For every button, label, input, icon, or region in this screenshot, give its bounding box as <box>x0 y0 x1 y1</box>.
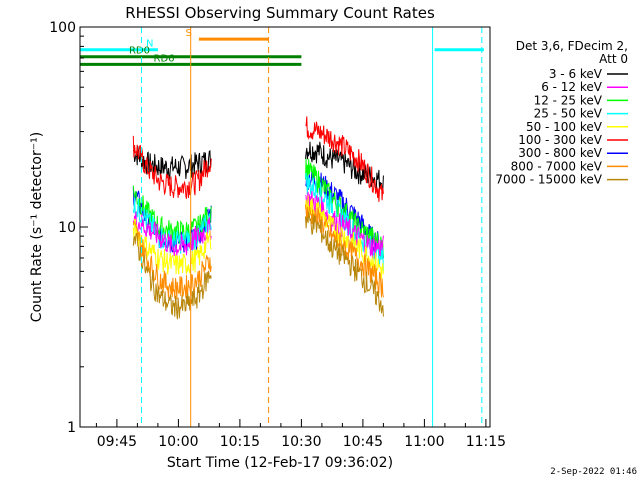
chart-title: RHESSI Observing Summary Count Rates <box>125 4 435 22</box>
x-tick-label-3: 10:30 <box>281 434 321 450</box>
x-tick-label-4: 10:45 <box>343 434 383 450</box>
x-axis-label: Start Time (12-Feb-17 09:36:02) <box>167 455 393 471</box>
series-line-8-seg1 <box>132 233 212 320</box>
annotation-label-2: S <box>185 28 191 39</box>
series-line-6-seg2 <box>305 169 384 259</box>
series-line-3-seg1 <box>132 197 212 254</box>
y-tick-label-2: 100 <box>49 20 76 36</box>
x-tick-label-2: 10:15 <box>220 434 260 450</box>
series-line-0-seg2 <box>305 141 384 193</box>
legend-header-line-2: Att 0 <box>599 52 628 66</box>
series-line-4-seg2 <box>305 195 384 279</box>
series-line-4-seg1 <box>132 218 212 275</box>
series-line-7-seg2 <box>305 204 384 298</box>
y-tick-label-0: 1 <box>67 420 76 436</box>
series-line-1-seg2 <box>305 191 384 259</box>
legend-label-1: 6 - 12 keV <box>541 80 603 94</box>
series-line-0-seg1 <box>132 146 212 181</box>
legend-label-5: 100 - 300 keV <box>518 133 602 147</box>
series-line-7-seg1 <box>132 221 212 300</box>
plot-series <box>132 116 384 320</box>
legend-label-2: 12 - 25 keV <box>534 93 603 107</box>
series-line-8-seg2 <box>305 211 384 317</box>
series-line-5-seg2 <box>305 116 384 202</box>
annotation-label-0: N <box>146 39 153 50</box>
footer-timestamp: 2-Sep-2022 01:46 <box>550 467 637 477</box>
legend-label-4: 50 - 100 keV <box>526 120 603 134</box>
x-tick-label-5: 11:00 <box>404 434 444 450</box>
legend-label-0: 3 - 6 keV <box>549 67 603 81</box>
y-axis-label: Count Rate (s⁻¹ detector⁻¹) <box>29 132 45 322</box>
y-tick-label-1: 10 <box>58 220 76 236</box>
x-tick-label-0: 09:45 <box>97 434 137 450</box>
legend-header-line-1: Det 3,6, FDecim 2, <box>516 39 628 53</box>
series-line-5-seg1 <box>132 135 212 199</box>
legend-label-7: 800 - 7000 keV <box>511 159 603 173</box>
y-axis: 1 10 100 <box>49 20 88 436</box>
annotation-label-3: RD0 <box>129 46 150 57</box>
legend-label-8: 7000 - 15000 keV <box>495 173 602 187</box>
legend-label-6: 300 - 800 keV <box>518 146 602 160</box>
x-tick-label-1: 10:00 <box>158 434 198 450</box>
annotation-label-4: RD6 <box>154 53 175 64</box>
x-tick-label-6: 11:15 <box>466 434 506 450</box>
x-axis: 09:45 10:00 10:15 10:30 10:45 11:00 11:15 <box>95 419 506 450</box>
legend-label-3: 25 - 50 keV <box>534 107 603 121</box>
